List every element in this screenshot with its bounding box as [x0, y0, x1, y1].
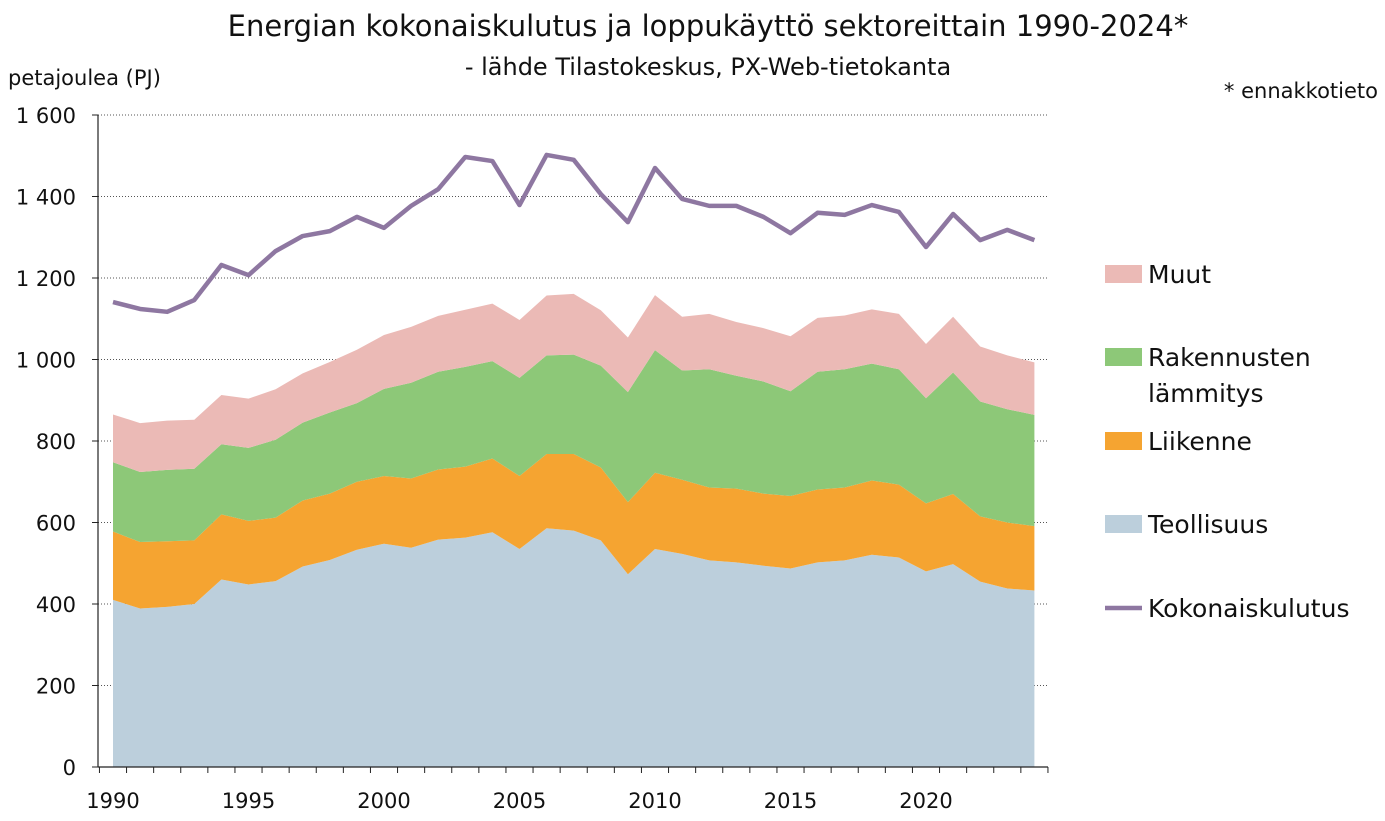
- y-axis-label: petajoulea (PJ): [8, 66, 161, 90]
- area-rakennusten-lämmitys: [113, 350, 1035, 543]
- chart-title: Energian kokonaiskulutus ja loppukäyttö …: [228, 9, 1189, 43]
- legend-item: Kokonaiskulutus: [1105, 594, 1349, 623]
- legend-item: Teollisuus: [1105, 510, 1268, 539]
- line-kokonaiskulutus: [112, 152, 1036, 315]
- legend-swatch: [1105, 515, 1142, 533]
- footnote: * ennakkotieto: [1224, 79, 1378, 103]
- y-tick-label: 200: [36, 675, 76, 699]
- legend-label: Muut: [1148, 260, 1211, 289]
- y-tick-label: 400: [36, 593, 76, 617]
- y-tick-label: 1 000: [16, 349, 76, 373]
- area-liikenne: [113, 454, 1035, 609]
- y-tick-label: 1 600: [16, 104, 76, 128]
- x-tick-label: 2005: [493, 789, 546, 813]
- chart-subtitle: - lähde Tilastokeskus, PX-Web-tietokanta: [465, 53, 951, 81]
- y-tick-label: 800: [36, 430, 76, 454]
- y-tick-label: 1 400: [16, 186, 76, 210]
- x-tick-label: 2000: [357, 789, 410, 813]
- x-tick-label: 1990: [86, 789, 139, 813]
- y-tick-label: 1 200: [16, 267, 76, 291]
- legend-label: Liikenne: [1148, 427, 1252, 456]
- legend-label: lämmitys: [1148, 379, 1264, 408]
- y-tick-label: 600: [36, 512, 76, 536]
- legend-label: Teollisuus: [1147, 510, 1268, 539]
- legend-swatch: [1105, 432, 1142, 450]
- x-tick-label: 2015: [764, 789, 817, 813]
- legend-label: Kokonaiskulutus: [1148, 594, 1349, 623]
- legend-swatch: [1105, 348, 1142, 366]
- x-tick-label: 1995: [222, 789, 275, 813]
- legend-label: Rakennusten: [1148, 343, 1311, 372]
- area-teollisuus: [113, 528, 1035, 767]
- area-muut: [113, 293, 1035, 472]
- legend-item: Muut: [1105, 260, 1211, 289]
- legend-item: Liikenne: [1105, 427, 1252, 456]
- y-tick-label: 0: [63, 756, 76, 780]
- legend-item: Rakennusten lämmitys: [1105, 343, 1311, 408]
- x-tick-label: 2010: [628, 789, 681, 813]
- x-tick-label: 2020: [899, 789, 952, 813]
- legend-swatch: [1105, 265, 1142, 283]
